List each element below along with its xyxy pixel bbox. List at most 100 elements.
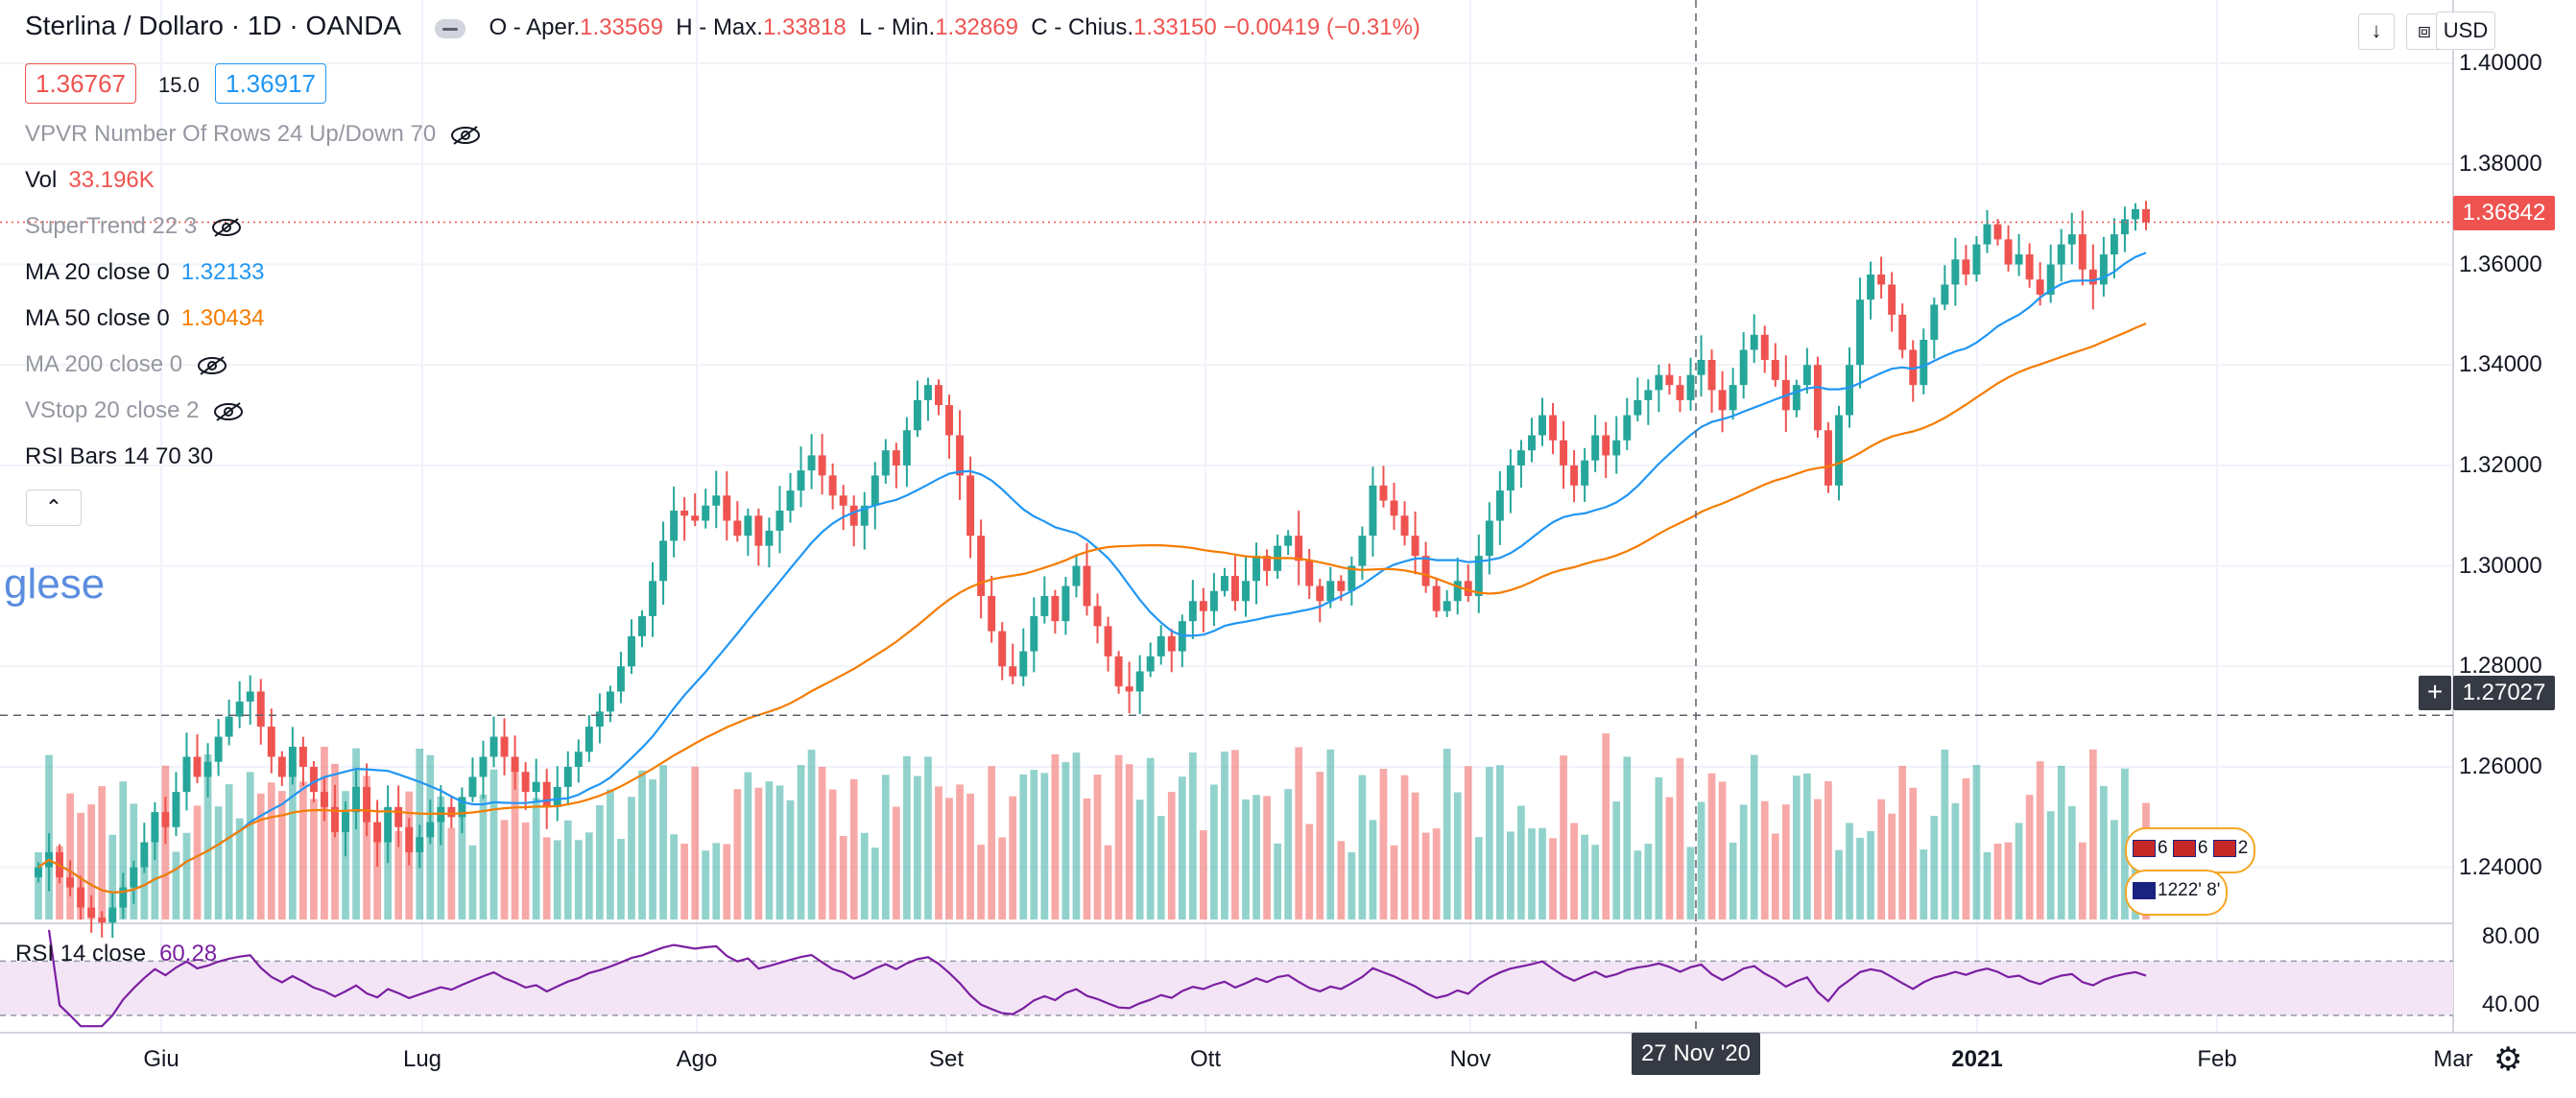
ohlc-high-value: 1.33818 <box>763 14 847 40</box>
volume-bar <box>998 837 1006 919</box>
candle-body <box>691 515 699 520</box>
volume-bar <box>1930 816 1938 919</box>
hidden-eye-icon[interactable] <box>196 355 228 376</box>
volume-bar <box>628 797 635 919</box>
candle-body <box>1983 225 1991 245</box>
volume-bar <box>1772 833 1779 919</box>
indicator-label: MA 50 close 0 <box>25 305 170 331</box>
rsi-tick-80: 80.00 <box>2482 923 2540 950</box>
hidden-eye-icon[interactable] <box>212 401 245 422</box>
indicator-row[interactable]: MA 50 close 0 1.30434 <box>25 305 265 332</box>
collapse-legend-button[interactable]: ⌃ <box>26 489 82 526</box>
settings-gear-icon[interactable]: ⚙ <box>2493 1040 2522 1079</box>
candle-body <box>1284 536 1292 545</box>
candle-body <box>1644 390 1652 399</box>
economic-events[interactable]: 6 6 2 1222' 8' <box>2125 827 2230 919</box>
volume-bar <box>988 766 995 919</box>
rsi-tick-40: 40.00 <box>2482 991 2540 1018</box>
volume-bar <box>289 761 297 919</box>
candle-body <box>1094 606 1102 626</box>
ohlc-change: −0.00419 (−0.31%) <box>1223 14 1420 40</box>
volume-bar <box>257 794 265 919</box>
add-alert-icon[interactable]: + <box>2419 676 2451 710</box>
volume-bar <box>480 795 488 919</box>
uk-flag-icon <box>2133 840 2156 857</box>
indicator-row[interactable]: MA 20 close 0 1.32133 <box>25 259 265 286</box>
volume-bar <box>1761 801 1769 919</box>
us-flag-icon <box>2133 882 2156 899</box>
candle-body <box>1115 656 1123 686</box>
candle-body <box>543 782 551 807</box>
volume-bar <box>702 850 709 919</box>
candle-body <box>924 385 932 400</box>
candle-body <box>1200 601 1207 610</box>
candle-body <box>1019 652 1027 677</box>
candle-body <box>2068 234 2076 244</box>
volume-bar <box>1030 770 1038 919</box>
volume-bar <box>1952 803 1960 919</box>
candle-body <box>1877 274 1885 284</box>
candle-body <box>416 837 423 852</box>
fullscreen-icon: ⧈ <box>2418 18 2431 42</box>
volume-bar <box>680 844 688 919</box>
candle-body <box>1772 360 1779 380</box>
volume-bar <box>1221 752 1228 919</box>
volume-bar <box>840 836 847 919</box>
symbol-title[interactable]: Sterlina / Dollaro · 1D · OANDA <box>25 11 401 40</box>
price-axis-label: 1.30000 <box>2459 553 2542 580</box>
indicator-row[interactable]: RSI Bars 14 70 30 <box>25 443 213 470</box>
candle-body <box>1147 656 1155 672</box>
candle-body <box>628 636 635 666</box>
volume-bar <box>1856 838 1864 919</box>
volume-bar <box>861 833 869 919</box>
volume-bar <box>1634 850 1641 919</box>
candle-body <box>1507 465 1515 490</box>
candle-body <box>988 596 995 632</box>
event-badge-row2[interactable]: 1222' 8' <box>2125 870 2228 916</box>
candle-body <box>1761 335 1769 360</box>
volume-bar <box>1698 801 1705 919</box>
candle-body <box>2026 254 2034 279</box>
currency-button[interactable]: USD <box>2436 12 2495 50</box>
candle-body <box>1242 581 1250 601</box>
buy-price-button[interactable]: 1.36917 <box>215 63 326 104</box>
candle-body <box>108 908 116 923</box>
indicator-row[interactable]: VStop 20 close 2 <box>25 397 245 424</box>
candle-body <box>1326 581 1334 601</box>
indicator-row[interactable]: SuperTrend 22 3 <box>25 213 243 240</box>
candle-body <box>342 812 349 832</box>
hidden-eye-icon[interactable] <box>210 217 243 238</box>
volume-bar <box>1465 766 1472 919</box>
candle-body <box>257 691 265 727</box>
candle-body <box>1591 436 1599 461</box>
candle-body <box>1316 586 1324 602</box>
candle-body <box>373 823 381 843</box>
event-badge-row1[interactable]: 6 6 2 <box>2125 827 2255 873</box>
download-button[interactable]: ↓ <box>2358 13 2395 50</box>
candle-body <box>1846 365 1853 415</box>
indicator-row[interactable]: VPVR Number Of Rows 24 Up/Down 70 <box>25 121 482 148</box>
volume-bar <box>194 805 202 919</box>
candle-body <box>468 776 476 797</box>
volume-bar <box>659 765 667 919</box>
candle-body <box>1009 666 1016 676</box>
indicator-row[interactable]: Vol 33.196K <box>25 167 155 194</box>
indicator-label: MA 20 close 0 <box>25 259 170 285</box>
time-axis-label: Lug <box>403 1046 441 1073</box>
sell-price-button[interactable]: 1.36767 <box>25 63 136 104</box>
volume-bar <box>1433 828 1441 919</box>
rsi-band <box>0 961 2453 1015</box>
volume-bar <box>321 747 328 919</box>
volume-bar <box>268 782 275 919</box>
candle-body <box>638 616 646 636</box>
hidden-eye-icon[interactable] <box>449 125 482 146</box>
volume-bar <box>1412 793 1419 919</box>
volume-bar <box>607 790 614 919</box>
indicator-row[interactable]: MA 200 close 0 <box>25 351 228 378</box>
candle-body <box>522 772 530 792</box>
candle-body <box>1920 340 1927 385</box>
volume-bar <box>1867 831 1874 919</box>
legend-toggle-icon[interactable] <box>435 19 465 38</box>
